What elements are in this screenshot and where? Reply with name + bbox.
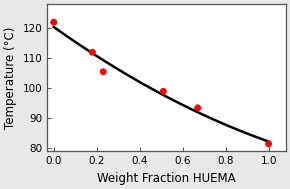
Point bbox=[266, 142, 271, 145]
Point bbox=[101, 70, 106, 73]
Y-axis label: Temperature (°C): Temperature (°C) bbox=[4, 27, 17, 129]
Point bbox=[195, 106, 200, 109]
X-axis label: Weight Fraction HUEMA: Weight Fraction HUEMA bbox=[97, 172, 236, 185]
Point bbox=[90, 51, 95, 54]
Point bbox=[51, 21, 56, 24]
Point bbox=[161, 90, 166, 93]
